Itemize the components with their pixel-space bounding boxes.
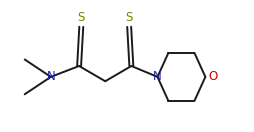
Text: S: S [78, 11, 85, 23]
Text: N: N [153, 70, 162, 83]
Text: S: S [125, 11, 133, 23]
Text: N: N [46, 70, 55, 83]
Text: O: O [209, 70, 218, 83]
